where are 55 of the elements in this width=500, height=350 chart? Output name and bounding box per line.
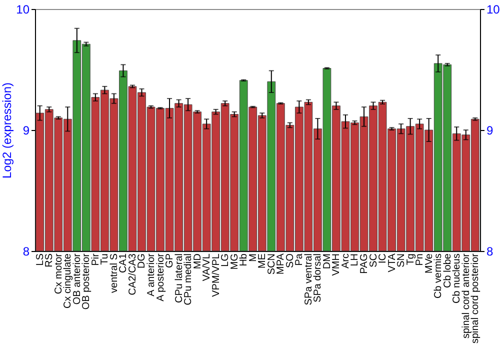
y-axis-title: Log2 (expression) xyxy=(0,82,14,179)
x-tick-label: Cb nucleus xyxy=(452,254,463,304)
x-tick-label: Tu xyxy=(100,254,111,265)
x-tick-label: RS xyxy=(44,253,56,268)
x-tick-label: M xyxy=(248,254,259,262)
x-tick-label: LS xyxy=(34,253,46,266)
x-tick-label: IC xyxy=(378,254,389,264)
x-tick-label: ventral S xyxy=(108,253,120,293)
x-tick-label: CPu medial xyxy=(183,254,194,306)
x-tick-label: DM xyxy=(322,254,333,270)
x-tick-label: Hb xyxy=(238,253,250,266)
y2-tick-label: 10 xyxy=(486,2,500,16)
x-tick-label: VTA xyxy=(386,253,398,272)
x-tick-label: MVe xyxy=(424,253,435,274)
y-tick-label: 8 xyxy=(22,244,30,258)
x-tick-label: SC xyxy=(368,254,380,268)
x-tick-label: MPA xyxy=(276,253,287,274)
x-tick-label: MD xyxy=(192,254,204,270)
y-tick-label: 10 xyxy=(16,2,30,16)
x-tick-label: VPM/VPL xyxy=(210,253,222,297)
x-tick-label: ME xyxy=(257,253,268,268)
x-tick-label: SPa dorsal xyxy=(312,254,324,302)
x-tick-label: spinal cord anterior xyxy=(460,252,472,339)
x-tick-label: Pir xyxy=(90,252,102,266)
x-tick-label: GP xyxy=(164,253,176,268)
x-tick-label: VA/VL xyxy=(202,253,213,282)
x-tick-label: SO xyxy=(284,253,296,268)
x-tick-label: VMH xyxy=(331,254,342,276)
x-tick-label: A anterior xyxy=(146,252,157,296)
x-tick-label: Arc xyxy=(340,254,352,268)
x-tick-label: Pa xyxy=(294,253,306,266)
x-tick-label: Cx cingulate xyxy=(62,253,74,309)
x-tick-label: LH xyxy=(350,254,361,266)
x-tick-label: Pn xyxy=(414,254,426,266)
x-tick-label: spinal cord posterior xyxy=(470,252,482,344)
y-tick-label: 9 xyxy=(22,124,30,138)
x-tick-label: OB anterior xyxy=(72,252,83,305)
x-tick-label: SN xyxy=(396,254,408,268)
x-tick-label: Cb vermis xyxy=(433,254,444,299)
y2-tick-label: 8 xyxy=(486,244,494,258)
x-tick-label: CA2/CA3 xyxy=(127,253,138,296)
x-tick-label: SPa ventral xyxy=(303,254,314,306)
x-tick-label: Cb lobe xyxy=(442,253,454,288)
x-tick-label: MG xyxy=(229,253,240,270)
y2-tick-label: 9 xyxy=(486,124,494,138)
x-tick-label: CPu lateral xyxy=(174,254,185,303)
x-tick-label: Tg xyxy=(405,254,416,266)
x-tick-label: DG xyxy=(136,253,148,268)
x-tick-label: SCN xyxy=(266,254,278,275)
x-tick-label: A posterior xyxy=(155,252,166,302)
x-tick-label: LG xyxy=(220,253,232,267)
x-tick-label: OB posterior xyxy=(81,252,92,310)
x-tick-label: Cx motor xyxy=(53,252,64,294)
x-tick-label: PAG xyxy=(359,253,370,274)
x-tick-label: CA1 xyxy=(118,253,130,273)
